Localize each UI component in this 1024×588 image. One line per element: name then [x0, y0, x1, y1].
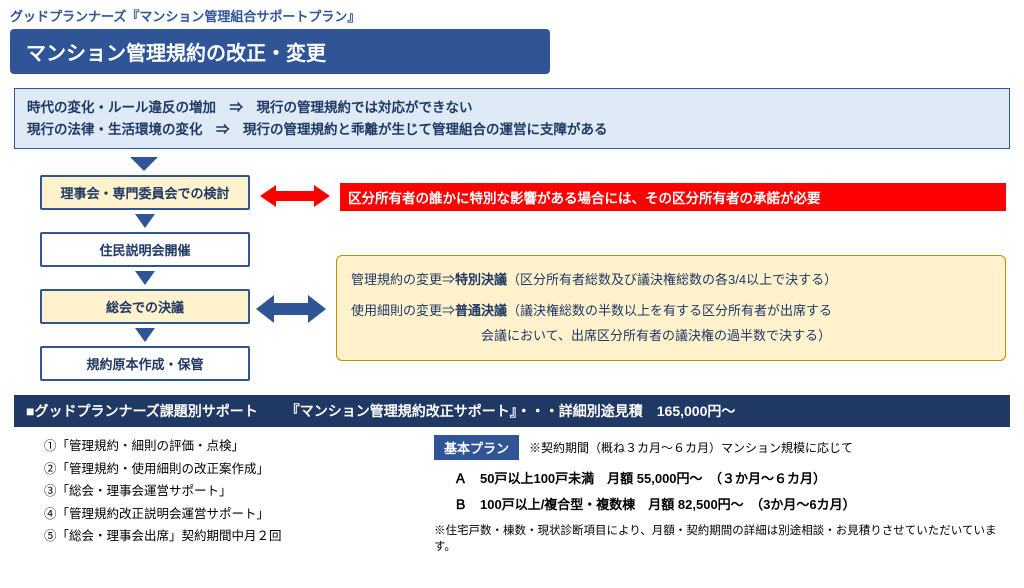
support-bar-left: ■グッドプランナーズ課題別サポート: [26, 401, 258, 421]
flow-step-1: 理事会・専門委員会での検討: [40, 175, 250, 210]
support-bar: ■グッドプランナーズ課題別サポート 『マンション管理規約改正サポート』・・・詳細…: [14, 395, 1010, 427]
list-item: ③「総会・理事会運営サポート」: [44, 480, 404, 503]
resolution-2-bold: 普通決議: [455, 303, 507, 318]
plan-line-a: Ａ 50戸以上100戸未満 月額 55,000円～ （３か月～６カ月）: [454, 466, 1010, 492]
flow-step-3: 総会での決議: [40, 289, 250, 324]
brand-header: グッドプランナーズ『マンション管理組合サポートプラン』: [0, 0, 1024, 29]
flow-column: 理事会・専門委員会での検討 住民説明会開催 総会での決議 規約原本作成・保管: [40, 155, 250, 381]
plan-badge: 基本プラン: [434, 435, 519, 460]
resolution-1-suffix: （区分所有者総数及び議決権総数の各3/4以上で決する）: [507, 272, 837, 287]
plan-footnote: ※住宅戸数・棟数・現状診断項目により、月額・契約期間の詳細は別途相談・お見積りさ…: [434, 522, 1010, 554]
flow-area: 理事会・専門委員会での検討 住民説明会開催 総会での決議 規約原本作成・保管 区…: [0, 155, 1024, 391]
resolution-1-bold: 特別決議: [455, 272, 507, 287]
flow-step-2: 住民説明会開催: [40, 232, 250, 267]
resolution-box: 管理規約の変更⇒特別決議（区分所有者総数及び議決権総数の各3/4以上で決する） …: [336, 255, 1006, 361]
context-box: 時代の変化・ルール違反の増加 ⇒ 現行の管理規約では対応ができない 現行の法律・…: [14, 88, 1010, 149]
plan-line-b: Ｂ 100戸以上/複合型・複数棟 月額 82,500円～ （3か月～6カ月）: [454, 492, 1010, 518]
context-line-1: 時代の変化・ルール違反の増加 ⇒ 現行の管理規約では対応ができない: [27, 97, 997, 119]
list-item: ④「管理規約改正説明会運営サポート」: [44, 503, 404, 526]
arrow-down-icon: [40, 267, 250, 289]
plan-lines: Ａ 50戸以上100戸未満 月額 55,000円～ （３か月～６カ月） Ｂ 10…: [434, 466, 1010, 518]
plan-header-row: 基本プラン ※契約期間（概ね３カ月～６カ月）マンション規模に応じて: [434, 435, 1010, 460]
arrow-down-icon: [40, 324, 250, 346]
page-title: マンション管理規約の改正・変更: [10, 29, 550, 74]
support-bar-right: 『マンション管理規約改正サポート』・・・詳細別途見積 165,000円～: [286, 401, 998, 421]
resolution-line-2-cont: 会議において、出席区分所有者の議決権の過半数で決する）: [351, 324, 991, 349]
context-line-2: 現行の法律・生活環境の変化 ⇒ 現行の管理規約と乖離が生じて管理組合の運営に支障…: [27, 119, 997, 141]
resolution-2-suffix: （議決権総数の半数以上を有する区分所有者が出席する: [507, 303, 832, 318]
list-item: ①「管理規約・細則の評価・点検」: [44, 435, 404, 458]
double-arrow-blue-icon: [256, 295, 326, 323]
service-list: ①「管理規約・細則の評価・点検」 ②「管理規約・使用細則の改正案作成」 ③「総会…: [14, 435, 404, 554]
list-item: ⑤「総会・理事会出席」契約期間中月２回: [44, 525, 404, 548]
resolution-line-2: 使用細則の変更⇒普通決議（議決権総数の半数以上を有する区分所有者が出席する: [351, 299, 991, 324]
red-warning-banner: 区分所有者の誰かに特別な影響がある場合には、その区分所有者の承諾が必要: [340, 183, 1006, 211]
resolution-1-prefix: 管理規約の変更⇒: [351, 272, 455, 287]
arrow-down-icon: [40, 210, 250, 232]
bottom-columns: ①「管理規約・細則の評価・点検」 ②「管理規約・使用細則の改正案作成」 ③「総会…: [0, 435, 1024, 554]
plan-column: 基本プラン ※契約期間（概ね３カ月～６カ月）マンション規模に応じて Ａ 50戸以…: [434, 435, 1010, 554]
plan-note: ※契約期間（概ね３カ月～６カ月）マンション規模に応じて: [529, 439, 853, 456]
list-item: ②「管理規約・使用細則の改正案作成」: [44, 458, 404, 481]
resolution-line-1: 管理規約の変更⇒特別決議（区分所有者総数及び議決権総数の各3/4以上で決する）: [351, 268, 991, 293]
double-arrow-red-icon: [260, 185, 330, 207]
flow-step-4: 規約原本作成・保管: [40, 346, 250, 381]
resolution-2-prefix: 使用細則の変更⇒: [351, 303, 455, 318]
